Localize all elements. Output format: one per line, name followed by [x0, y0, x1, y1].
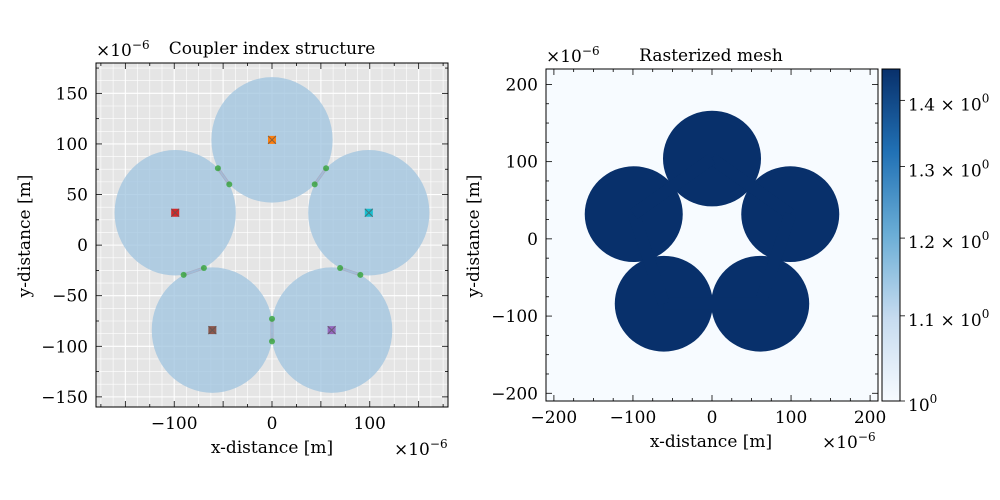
x-scale-label: ×10−6 [822, 430, 876, 453]
mesh-chart: −200 −100 0 100 200 −200 −100 0 100 200 Rasterize… [464, 44, 989, 453]
x-axis-label: x-distance [m] [650, 432, 772, 452]
x-tick-label: 100 [354, 414, 386, 434]
y-tick-label: −200 [491, 384, 538, 404]
colorbar-tick-label: 1.3 × 100 [908, 158, 989, 182]
contact-point [323, 165, 330, 172]
y-tick-label: 100 [506, 153, 538, 173]
chart-title: Rasterized mesh [639, 46, 783, 66]
coupler-chart: −100 0 100 −150 −100 −50 0 50 100 150 Coupler ind… [15, 38, 449, 460]
ticks: −100 0 100 −150 −100 −50 0 50 100 150 [41, 63, 448, 434]
colorbar [881, 68, 901, 402]
chart-title: Coupler index structure [169, 39, 376, 59]
y-tick-label: −100 [491, 307, 538, 327]
x-tick-label: −100 [610, 408, 657, 428]
core-markers [170, 135, 374, 335]
y-tick-label: 150 [56, 84, 88, 104]
contact-point [337, 264, 344, 271]
colorbar-tick-label: 1.2 × 100 [908, 229, 989, 253]
x-tick-label: −100 [151, 414, 198, 434]
x-axis-label: x-distance [m] [211, 438, 333, 458]
y-tick-label: 200 [506, 75, 538, 95]
y-tick-label: 100 [56, 135, 88, 155]
mesh-bridge [708, 153, 794, 220]
x-scale-label: ×10−6 [394, 437, 448, 460]
y-tick-label: 50 [66, 186, 88, 206]
y-tick-label: −50 [52, 287, 88, 307]
core-marker-cross [170, 208, 180, 218]
colorbar-tick-label: 1.4 × 100 [908, 91, 989, 115]
y-axis-label: y-distance [m] [15, 175, 35, 299]
y-axis-label: y-distance [m] [464, 175, 484, 299]
y-tick-label: −100 [41, 337, 88, 357]
core-marker-cross [267, 135, 277, 145]
core-marker-cross [327, 325, 336, 335]
y-tick-label: 0 [527, 230, 538, 250]
y-tick-label: 0 [77, 236, 88, 256]
y-scale-label: ×10−6 [546, 44, 600, 67]
contact-point [357, 271, 364, 278]
x-tick-label: 100 [775, 408, 807, 428]
contact-points [180, 165, 364, 345]
contact-point [226, 181, 233, 188]
colorbar-tick-label: 1.1 × 100 [908, 307, 989, 331]
y-tick-label: −150 [41, 388, 88, 408]
contact-point [269, 338, 275, 345]
core-marker-cross [364, 208, 374, 218]
ticks: −200 −100 0 100 200 −200 −100 0 100 200 [491, 69, 886, 428]
contact-point [180, 271, 187, 278]
y-scale-label: ×10−6 [96, 38, 150, 61]
contact-point [214, 165, 221, 172]
contact-point [200, 264, 207, 271]
x-tick-label: 0 [267, 414, 278, 434]
contact-point [311, 181, 318, 188]
mesh-cores [584, 110, 840, 352]
x-tick-label: −200 [531, 408, 578, 428]
core-marker-cross [208, 325, 217, 335]
mesh-bridge [630, 153, 716, 220]
x-tick-label: 0 [707, 408, 718, 428]
colorbar-tick-label: 100 [908, 392, 937, 416]
colorbar-ticks: 100 1.1 × 100 1.2 × 100 1.3 × 100 1.4 × 100 [900, 91, 989, 416]
mesh-bridge [754, 212, 796, 306]
mesh-bridge [628, 212, 670, 306]
x-tick-label: 200 [854, 408, 886, 428]
contact-point [269, 315, 275, 322]
